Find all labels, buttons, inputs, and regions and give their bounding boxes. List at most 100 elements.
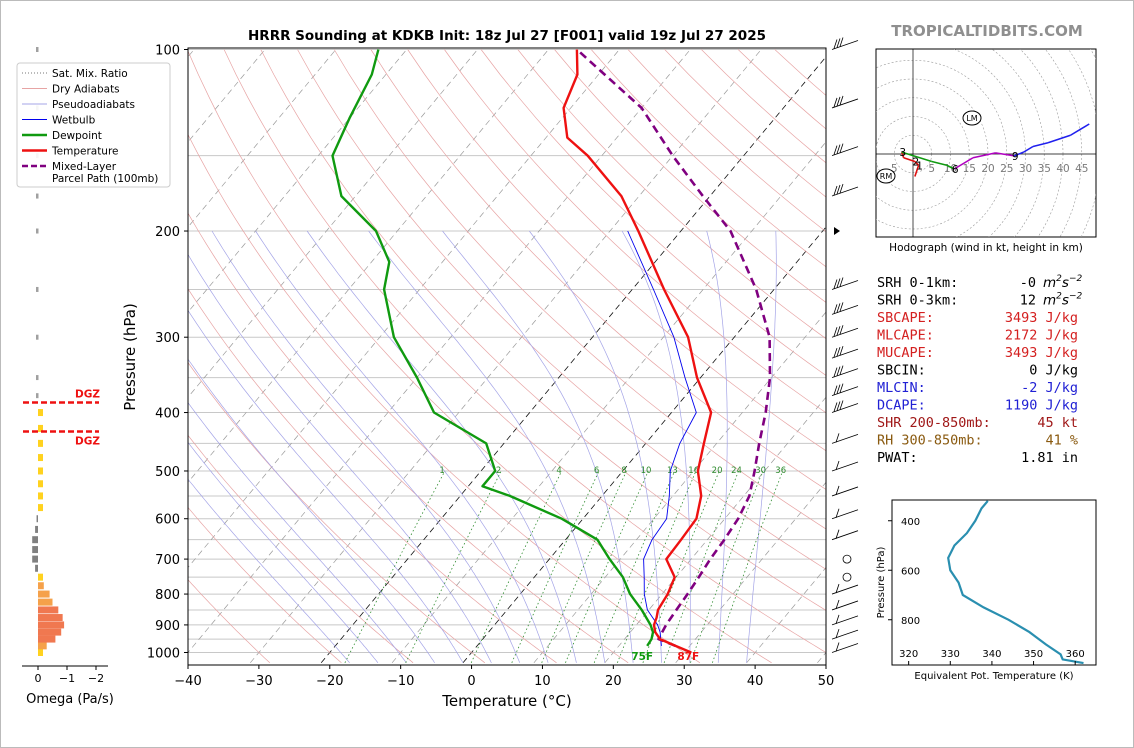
isotherm-line <box>188 49 549 483</box>
wind-barb-flag <box>833 327 838 337</box>
theta-e-x-tick-label: 350 <box>1024 649 1043 660</box>
skewt-frame <box>187 47 827 666</box>
wind-barb-staff <box>831 403 859 413</box>
omega-bar <box>36 375 39 381</box>
skewt-inner: 1 2 4 6 8 10 13 16 20 24 30 36 <box>188 48 826 664</box>
index-label: SHR 200-850mb: <box>877 415 991 431</box>
theta-e-inner <box>947 500 1084 665</box>
hodo-ring-label: 5 <box>891 163 898 175</box>
index-label: SBCAPE: <box>877 310 934 326</box>
mixing-ratio-line <box>642 470 720 663</box>
wind-barb-flag <box>833 304 838 314</box>
legend-label: Wetbulb <box>52 115 96 127</box>
wind-barb-flag <box>839 143 844 153</box>
chart-title: HRRR Sounding at KDKB Init: 18z Jul 27 [… <box>248 28 766 44</box>
omega-bar <box>38 606 59 614</box>
hodo-trace-segment <box>901 151 932 163</box>
omega-bar <box>38 439 43 447</box>
index-label: SRH 0-3km: <box>877 293 958 309</box>
dry-adiabat <box>188 579 271 664</box>
index-unit: m2s−2 <box>1043 274 1082 291</box>
dry-adiabat <box>297 49 826 570</box>
moist-adiabat <box>188 358 435 663</box>
mixing-ratio-label: 13 <box>667 466 678 476</box>
wind-barb-staff <box>831 280 859 290</box>
wind-barb-flag <box>836 303 841 313</box>
y-tick-label: 100 <box>155 44 180 59</box>
wind-barb-staff <box>831 386 859 397</box>
moist-adiabat <box>188 441 379 664</box>
omega-bar <box>36 47 39 52</box>
omega-bar <box>38 492 43 500</box>
wind-barb-flag <box>833 39 838 49</box>
wind-barb-flag <box>839 302 844 312</box>
theta-e-x-tick-label: 330 <box>941 649 960 660</box>
omega-bar <box>38 480 43 488</box>
isotherm-line <box>250 49 762 664</box>
hodo-rm-marker <box>876 168 896 184</box>
hodo-ring-label: 30 <box>1019 163 1032 175</box>
hodo-lm-marker <box>962 110 982 126</box>
omega-bar <box>38 614 63 622</box>
dry-adiabat <box>517 49 826 340</box>
hodo-lm-label: LM <box>966 114 977 123</box>
omega-bar <box>38 504 43 512</box>
legend-label: Mixed-Layer <box>52 161 117 173</box>
hodo-height-label: 6 <box>952 164 959 176</box>
index-value: 41 % <box>1045 433 1078 449</box>
mixing-ratio-line <box>511 470 600 663</box>
wind-barb-flag <box>835 529 840 539</box>
wind-barb-flag <box>835 599 840 610</box>
mixing-ratio-line <box>712 470 784 663</box>
index-label: PWAT: <box>877 450 918 466</box>
mixing-ratio-label: 2 <box>496 466 501 476</box>
x-tick-label: 0 <box>467 674 475 689</box>
index-label: SRH 0-1km: <box>877 275 958 291</box>
wind-barb-flag <box>833 402 838 412</box>
wind-barb-staff <box>831 305 859 315</box>
hodo-trace-segment <box>1032 141 1049 148</box>
omega-tick-label: −2 <box>88 672 104 685</box>
wind-barb-flag <box>836 38 841 48</box>
moist-adiabat <box>188 478 350 664</box>
index-label: DCAPE: <box>877 398 926 414</box>
y-tick-label: 900 <box>155 619 180 634</box>
moist-adiabat <box>255 230 549 663</box>
mixing-ratio-label: 1 <box>439 466 444 476</box>
dry-adiabat <box>188 212 629 664</box>
mixing-ratio-label: 8 <box>621 466 626 476</box>
y-axis-label: Pressure (hPa) <box>121 303 139 411</box>
index-value: -0 <box>1020 275 1036 291</box>
wind-barb-staff <box>831 368 859 378</box>
hodo-trace-segment <box>914 160 920 166</box>
dry-adiabat <box>554 49 826 303</box>
dewpoint-surface-label: 75F <box>631 651 653 663</box>
x-tick-label: −30 <box>245 674 272 689</box>
parcel-path-line <box>576 48 772 648</box>
omega-bar <box>38 424 43 432</box>
hodo-ring-label: 45 <box>1075 163 1088 175</box>
dry-adiabat <box>333 49 826 530</box>
dry-adiabat <box>370 49 826 490</box>
omega-bar <box>36 334 39 340</box>
dry-adiabat <box>480 49 826 376</box>
omega-bar <box>35 564 38 572</box>
wind-barb-flag <box>839 383 844 393</box>
wind-calm-circle <box>842 554 852 564</box>
wind-barb-flag <box>836 384 841 394</box>
y-tick-label: 400 <box>155 407 180 422</box>
legend: Sat. Mix. Ratio Dry Adiabats Pseudoadiabat… <box>16 62 171 188</box>
omega-bar <box>38 409 43 417</box>
wind-barb-flag <box>836 144 841 154</box>
wind-barb-staff <box>831 186 859 197</box>
index-label: RH 300-850mb: <box>877 433 983 449</box>
legend-label: Dewpoint <box>52 130 102 142</box>
theta-e-y-tick-label: 600 <box>901 566 920 577</box>
wind-barb-flag <box>839 37 844 47</box>
index-value: 1190 J/kg <box>1005 398 1078 414</box>
theta-e-y-axis-label: Pressure (hPa) <box>876 547 887 619</box>
index-value: 3493 J/kg <box>1005 345 1078 361</box>
index-value: 3493 J/kg <box>1005 310 1078 326</box>
omega-axis-label: Omega (Pa/s) <box>26 692 114 707</box>
